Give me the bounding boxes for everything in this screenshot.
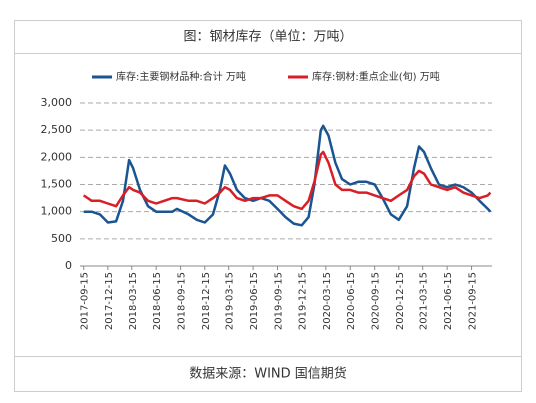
x-tick-label: 2018-09-15 (177, 272, 188, 330)
x-tick-label: 2019-06-15 (249, 272, 260, 330)
x-tick-label: 2021-09-15 (468, 272, 479, 330)
source-note: 数据来源：WIND 国信期货 (189, 366, 347, 382)
x-tick-label: 2020-12-15 (395, 272, 406, 330)
y-tick-label: 500 (51, 232, 72, 245)
x-tick-label: 2019-09-15 (274, 272, 285, 330)
x-tick-label: 2020-06-15 (346, 272, 357, 330)
chart-title: 图：钢材库存（单位：万吨） (183, 29, 352, 45)
legend-label: 库存:钢材:重点企业(旬) 万吨 (312, 70, 440, 83)
y-tick-label: 3,000 (41, 96, 73, 109)
y-tick-label: 2,500 (41, 123, 73, 136)
y-tick-label: 2,000 (41, 150, 73, 163)
x-tick-label: 2020-09-15 (371, 272, 382, 330)
x-tick-label: 2021-03-15 (419, 272, 430, 330)
x-tick-label: 2018-06-15 (152, 272, 163, 330)
x-tick-label: 2018-03-15 (128, 272, 139, 330)
x-tick-label: 2021-06-15 (443, 272, 454, 330)
y-tick-label: 0 (65, 259, 72, 272)
x-tick-label: 2019-03-15 (225, 272, 236, 330)
y-tick-label: 1,000 (41, 205, 73, 218)
x-tick-label: 2019-12-15 (298, 272, 309, 330)
y-tick-label: 1,500 (41, 178, 73, 191)
legend-label: 库存:主要钢材品种:合计 万吨 (116, 70, 246, 83)
x-tick-label: 2018-12-15 (201, 272, 212, 330)
series-line (83, 124, 492, 227)
x-tick-label: 2017-09-15 (80, 272, 91, 330)
x-tick-label: 2017-12-15 (104, 272, 115, 330)
frame (14, 20, 522, 392)
x-tick-label: 2020-03-15 (322, 272, 333, 330)
series-line (83, 150, 492, 211)
